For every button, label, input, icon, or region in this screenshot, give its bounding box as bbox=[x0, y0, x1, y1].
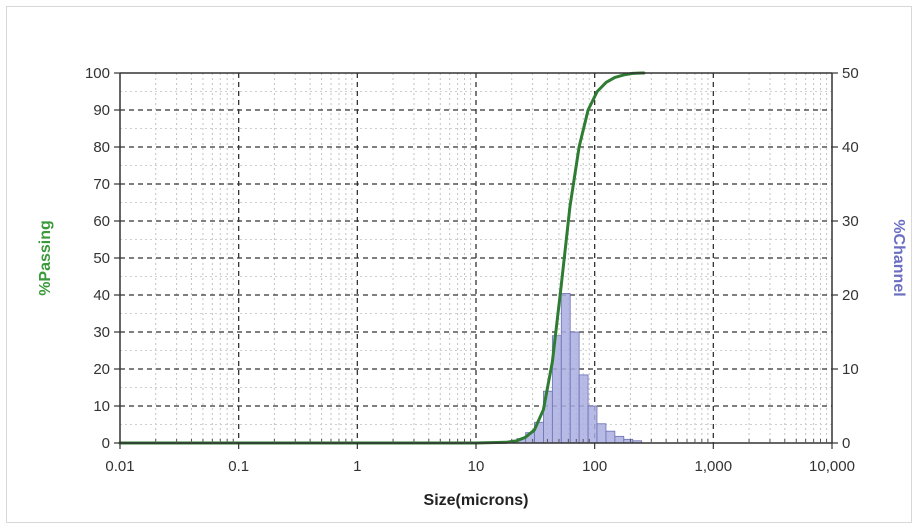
left-tick-label: 30 bbox=[93, 324, 110, 341]
right-tick-label: 30 bbox=[842, 213, 859, 230]
channel-bar bbox=[578, 374, 589, 444]
left-tick-label: 90 bbox=[93, 102, 110, 119]
x-tick-label: 1,000 bbox=[695, 458, 733, 475]
right-tick-label: 20 bbox=[842, 287, 859, 304]
x-tick-label: 0.01 bbox=[105, 458, 134, 475]
x-tick-label: 100 bbox=[582, 458, 607, 475]
left-tick-label: 20 bbox=[93, 361, 110, 378]
x-tick-label: 10,000 bbox=[809, 458, 855, 475]
left-tick-label: 60 bbox=[93, 213, 110, 230]
x-axis-ticks: 0.01 0.1 1 10 100 1,000 10,000 bbox=[105, 439, 855, 475]
channel-bar bbox=[587, 405, 598, 444]
right-tick-label: 0 bbox=[842, 435, 850, 452]
major-gridlines bbox=[120, 73, 832, 443]
x-tick-label: 1 bbox=[353, 458, 361, 475]
left-tick-label: 50 bbox=[93, 250, 110, 267]
x-tick-label: 10 bbox=[468, 458, 485, 475]
x-tick-label: 0.1 bbox=[228, 458, 249, 475]
channel-bar bbox=[614, 435, 625, 444]
left-tick-label: 40 bbox=[93, 287, 110, 304]
channel-bar bbox=[569, 331, 580, 444]
left-axis-ticks: 0 10 20 30 40 50 60 70 80 90 100 bbox=[85, 65, 120, 452]
right-tick-label: 40 bbox=[842, 139, 859, 156]
channel-bar bbox=[596, 423, 607, 444]
right-axis-title: %Channel bbox=[890, 219, 907, 296]
channel-bar bbox=[605, 430, 616, 444]
left-tick-label: 70 bbox=[93, 176, 110, 193]
left-tick-label: 0 bbox=[102, 435, 110, 452]
right-tick-label: 50 bbox=[842, 65, 859, 82]
right-axis-ticks: 0 10 20 30 40 50 bbox=[832, 65, 859, 452]
x-axis-title: Size(microns) bbox=[424, 492, 529, 509]
right-tick-label: 10 bbox=[842, 361, 859, 378]
left-tick-label: 80 bbox=[93, 139, 110, 156]
left-tick-label: 10 bbox=[93, 398, 110, 415]
left-tick-label: 100 bbox=[85, 65, 110, 82]
left-axis-title: %Passing bbox=[37, 220, 54, 296]
channel-bar bbox=[560, 293, 571, 444]
